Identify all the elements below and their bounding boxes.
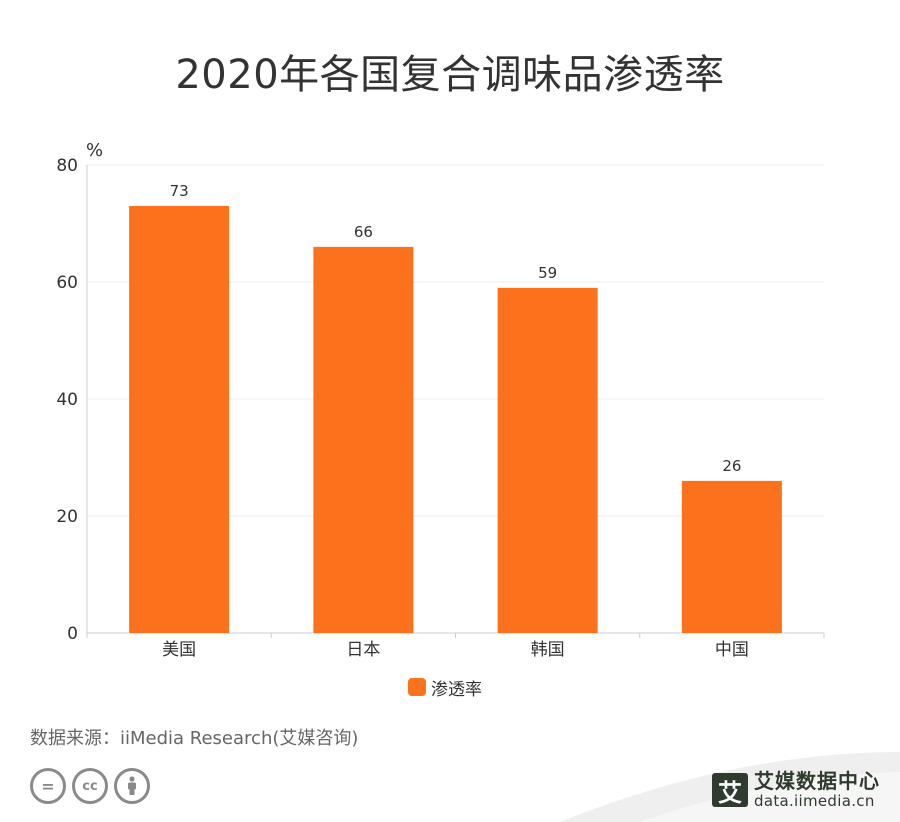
- bar: [497, 287, 598, 633]
- brand-url: data.iimedia.cn: [754, 792, 875, 810]
- legend-swatch: [408, 678, 426, 696]
- y-tick-label: 60: [56, 273, 78, 293]
- y-tick-label: 0: [67, 624, 78, 644]
- legend-label: 渗透率: [431, 679, 482, 700]
- y-tick-label: 20: [56, 507, 78, 527]
- data-label: 66: [354, 223, 373, 241]
- data-source: 数据来源：iiMedia Research(艾媒咨询): [30, 728, 359, 749]
- data-label: 73: [170, 182, 189, 200]
- x-tick-label: 中国: [715, 640, 749, 660]
- x-tick-label: 韩国: [531, 640, 565, 660]
- license-icons: = cc: [30, 768, 156, 804]
- equals-icon: =: [30, 768, 66, 804]
- y-axis-unit: %: [86, 140, 103, 161]
- brand-logo: 艾 艾媒数据中心 data.iimedia.cn: [712, 770, 880, 810]
- y-tick-label: 40: [56, 390, 78, 410]
- data-label: 26: [722, 457, 741, 475]
- bar: [129, 205, 230, 633]
- brand-mark-icon: 艾: [712, 773, 748, 807]
- x-tick-label: 美国: [162, 640, 196, 660]
- data-label: 59: [538, 264, 557, 282]
- legend[interactable]: 渗透率: [408, 676, 482, 700]
- person-icon: [114, 768, 150, 804]
- bar: [313, 246, 414, 633]
- x-tick-label: 日本: [346, 640, 380, 660]
- bar: [681, 480, 782, 633]
- chart-title: 2020年各国复合调味品渗透率: [175, 52, 725, 98]
- cc-icon: cc: [72, 768, 108, 804]
- y-tick-label: 80: [56, 156, 78, 176]
- brand-name: 艾媒数据中心: [754, 769, 880, 793]
